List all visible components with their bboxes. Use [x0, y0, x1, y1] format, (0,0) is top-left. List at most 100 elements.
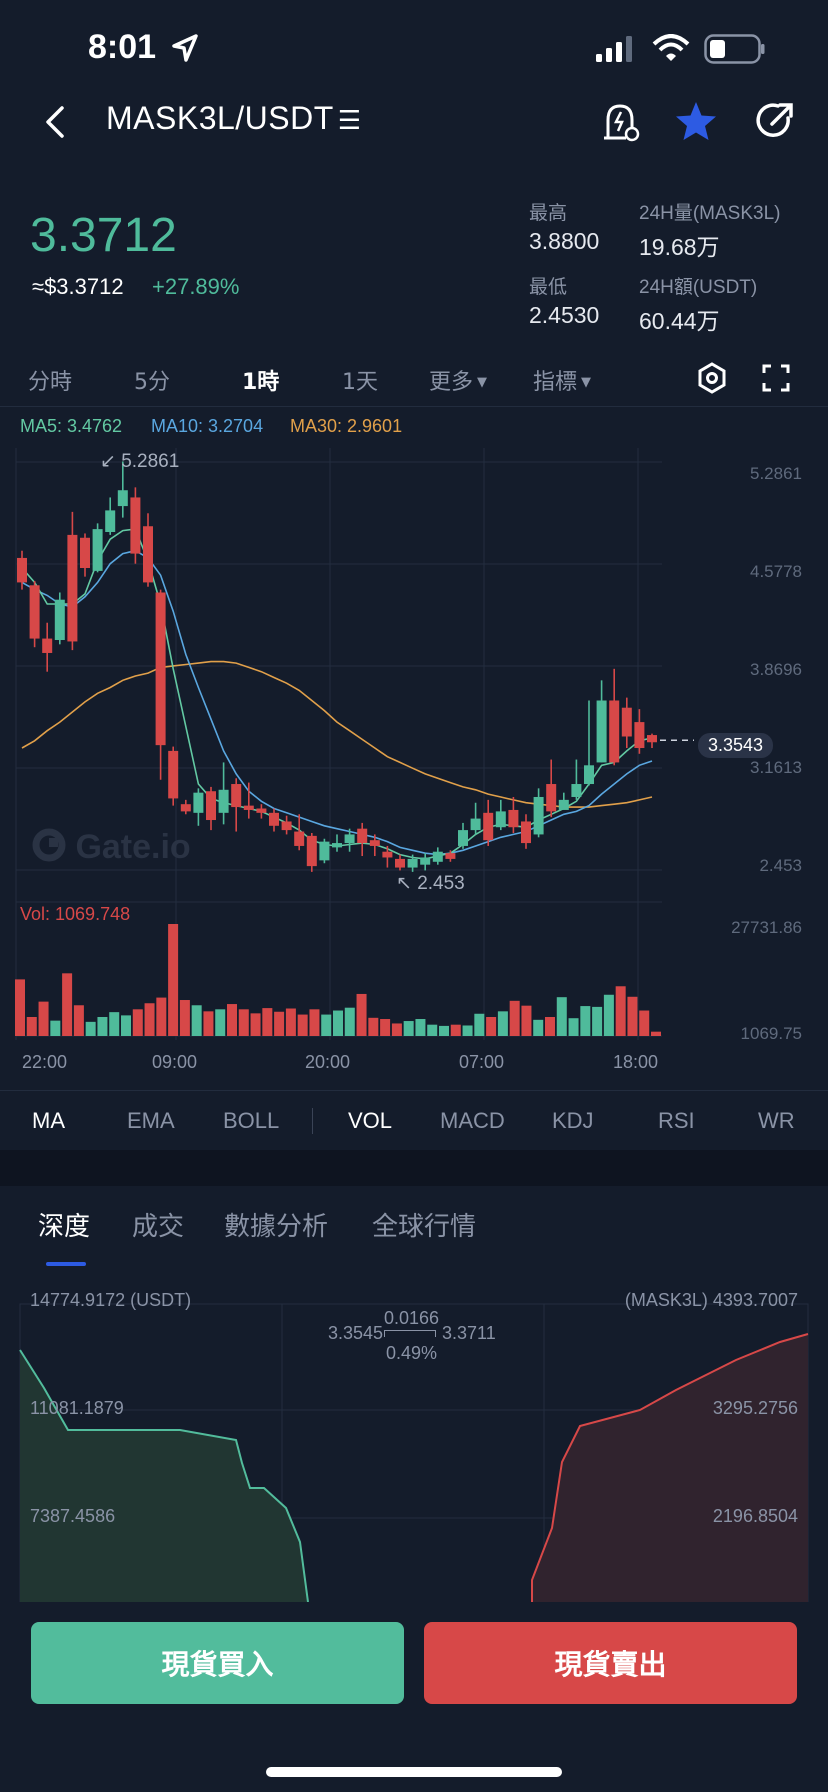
chart-settings-icon[interactable]	[697, 362, 727, 394]
x-tick-label: 07:00	[459, 1052, 505, 1072]
volume-bar	[427, 1024, 438, 1036]
home-indicator[interactable]	[266, 1767, 562, 1777]
volume-bar	[627, 996, 638, 1036]
indicator-divider	[312, 1108, 313, 1134]
volume-bar	[603, 994, 614, 1036]
active-tab-indicator	[46, 1262, 86, 1266]
candle-body	[306, 835, 317, 867]
volume-bar	[50, 1020, 61, 1036]
favorite-star-icon[interactable]	[674, 100, 718, 144]
volume-bar	[297, 1014, 308, 1036]
share-icon[interactable]	[754, 100, 796, 142]
volume-bar	[580, 1006, 591, 1036]
indicator-tab-ma[interactable]: MA	[32, 1108, 65, 1133]
volume-bar	[309, 1009, 320, 1036]
volume-bar	[403, 1021, 414, 1036]
indicator-tab-kdj[interactable]: KDJ	[552, 1108, 594, 1133]
volume-bar	[262, 1008, 273, 1036]
ma30-legend: MA30: 2.9601	[290, 416, 403, 436]
tab-1day[interactable]: 1天	[342, 370, 378, 395]
candle-body	[130, 497, 141, 554]
indicator-tab-vol[interactable]: VOL	[348, 1108, 393, 1133]
fullscreen-icon[interactable]	[762, 364, 790, 392]
tab-timeline[interactable]: 分時	[28, 370, 73, 395]
tab-more[interactable]: 更多 ▼	[429, 370, 488, 395]
volume-bar	[227, 1004, 237, 1036]
depth-chart[interactable]	[0, 1280, 828, 1602]
candlestick-chart[interactable]	[0, 440, 828, 1050]
volume-bar	[156, 997, 167, 1036]
best-bid-price: 3.3545	[328, 1323, 384, 1343]
candle-body	[29, 585, 40, 639]
indicator-tab-ema[interactable]: EMA	[127, 1108, 175, 1133]
volume-bar	[321, 1014, 332, 1036]
spread-diff: 0.0166	[384, 1308, 440, 1328]
low-label: 最低	[529, 277, 568, 298]
candle-body	[546, 784, 557, 812]
candle-body	[508, 809, 519, 828]
candle-body	[117, 490, 128, 507]
spread-percent: 0.49%	[386, 1343, 438, 1363]
x-tick-label: 22:00	[22, 1052, 68, 1072]
candle-body	[369, 840, 380, 846]
tab-data-analysis[interactable]: 數據分析	[224, 1212, 329, 1242]
y-tick-label: 2.453	[759, 856, 802, 875]
tab-trades[interactable]: 成交	[132, 1212, 185, 1242]
volume-bar	[368, 1017, 379, 1036]
candle-body	[571, 784, 582, 797]
candle-body	[67, 534, 78, 642]
best-ask-price: 3.3711	[442, 1323, 496, 1343]
depth-right-tick: 3295.2756	[712, 1398, 798, 1418]
candle-body	[168, 750, 179, 799]
candle-body	[495, 811, 506, 828]
pair-menu-icon[interactable]: ☰	[337, 105, 362, 135]
volume-bar	[144, 1003, 155, 1036]
volume-bar	[380, 1019, 391, 1036]
usd-price: ≈$3.3712	[32, 274, 124, 299]
candle-body	[269, 812, 279, 826]
ask-depth-line	[531, 1333, 809, 1602]
volume-bar	[168, 924, 179, 1036]
volume-bar	[450, 1024, 461, 1036]
volume-bar	[333, 1010, 343, 1036]
tab-global-market[interactable]: 全球行情	[372, 1212, 477, 1242]
volume-bar	[497, 1011, 508, 1036]
volume-bar	[592, 1006, 603, 1036]
candle-body	[420, 857, 431, 865]
volume-bar	[179, 1000, 190, 1036]
bid-depth-line	[19, 1349, 309, 1602]
arrow-icon: ↖	[396, 873, 418, 894]
indicator-tab-macd[interactable]: MACD	[440, 1108, 505, 1133]
volume-bar	[521, 1005, 532, 1036]
volume-max-label: 27731.86	[731, 918, 802, 937]
indicator-tab-boll[interactable]: BOLL	[223, 1108, 280, 1133]
volume-24h-label: 24H量(MASK3L)	[639, 203, 781, 224]
y-tick-label: 3.8696	[750, 660, 802, 679]
candle-body	[256, 808, 267, 813]
y-tick-label: 5.2861	[750, 464, 802, 483]
volume-bar	[191, 1005, 202, 1036]
indicator-tab-wr[interactable]: WR	[758, 1108, 795, 1133]
candle-body	[533, 796, 544, 835]
indicator-tab-rsi[interactable]: RSI	[658, 1108, 695, 1133]
candle-body	[218, 789, 229, 813]
x-tick-label: 18:00	[613, 1052, 659, 1072]
caret-down-icon: ▼	[477, 375, 488, 390]
candle-body	[458, 830, 468, 846]
back-arrow-icon[interactable]	[40, 104, 70, 140]
ma30-line	[21, 660, 653, 808]
tab-1hour[interactable]: 1時	[242, 370, 280, 395]
spot-buy-button[interactable]: 現貨買入	[31, 1622, 404, 1704]
price-alert-icon[interactable]	[598, 100, 642, 144]
caret-down-icon: ▼	[581, 375, 592, 390]
volume-bar	[486, 1016, 497, 1036]
candle-body	[143, 526, 153, 583]
y-tick-label: 3.1613	[750, 758, 802, 777]
tab-indicators[interactable]: 指標 ▼	[533, 370, 592, 395]
candle-body	[319, 841, 330, 861]
pair-title[interactable]: MASK3L/USDT ☰	[106, 100, 362, 136]
section-separator	[0, 1150, 828, 1186]
tab-5min[interactable]: 5分	[134, 370, 170, 395]
tab-depth[interactable]: 深度	[38, 1212, 91, 1242]
spot-sell-button[interactable]: 現貨賣出	[424, 1622, 797, 1704]
